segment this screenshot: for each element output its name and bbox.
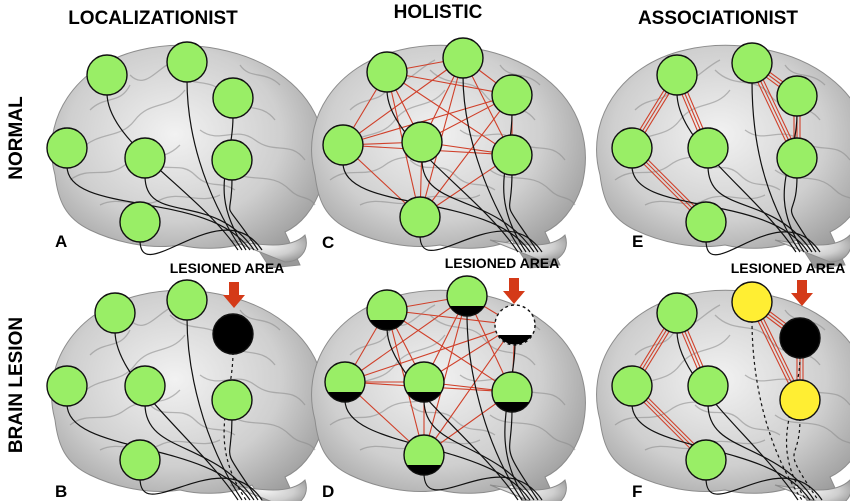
lesioned-node: [779, 317, 821, 359]
lesion-arrow-B: [223, 282, 245, 308]
healthy-node: [442, 37, 484, 79]
column-title-localizationist: LOCALIZATIONIST: [68, 8, 238, 29]
output-fiber: [705, 231, 821, 256]
holistic-connection: [386, 309, 516, 326]
lesioned-area-label-F: LESIONED AREA: [731, 260, 846, 276]
output-fiber: [229, 417, 259, 501]
holistic-connection: [423, 295, 468, 456]
panel-letter-F: F: [632, 482, 642, 501]
healthy-node: [124, 365, 166, 407]
healthy-node: [611, 365, 653, 407]
healthy-node: [687, 127, 729, 169]
healthy-node: [399, 196, 441, 238]
output-fiber: [707, 403, 815, 501]
output-fiber: [139, 229, 263, 255]
output-fiber: [705, 477, 823, 501]
output-fiber: [462, 75, 523, 253]
output-fiber: [144, 403, 255, 501]
healthy-node: [685, 439, 727, 481]
holistic-connection: [386, 71, 513, 96]
panel-letter-D: D: [322, 482, 334, 501]
healthy-node: [401, 121, 443, 163]
holistic-connection: [419, 94, 513, 218]
panel-letter-C: C: [322, 233, 334, 252]
output-fiber: [509, 409, 539, 501]
healthy-node: [166, 41, 208, 83]
lesion-arrow-D: [503, 278, 525, 304]
output-fiber: [509, 172, 539, 253]
healthy-node: [211, 379, 253, 421]
disconnected-node: [779, 379, 821, 421]
disconnected-node: [731, 281, 773, 323]
lesioned-node: [212, 313, 254, 355]
output-fiber: [139, 477, 263, 501]
output-fiber: [751, 80, 801, 253]
output-fiber: [419, 230, 543, 253]
deficit-bar: [495, 402, 529, 412]
panel-letter-E: E: [632, 232, 643, 251]
healthy-node: [119, 439, 161, 481]
holistic-connection: [386, 309, 513, 393]
output-fiber: [790, 175, 817, 253]
output-fiber: [186, 79, 243, 251]
brain-B: [51, 289, 326, 501]
healthy-node: [611, 127, 653, 169]
holistic-connection: [344, 295, 468, 383]
column-title-associationist: ASSOCIATIONIST: [638, 8, 798, 29]
healthy-node: [94, 292, 136, 334]
output-fiber: [423, 472, 543, 501]
healthy-node: [166, 279, 208, 321]
healthy-node: [687, 365, 729, 407]
output-fiber: [676, 92, 797, 253]
deficit-bar: [328, 392, 362, 402]
panel-letter-B: B: [55, 482, 67, 501]
deficit-bar: [370, 320, 404, 330]
healthy-node: [46, 365, 88, 407]
healthy-node: [322, 124, 364, 166]
holistic-connection: [344, 324, 516, 383]
healthy-node: [656, 54, 698, 96]
healthy-node: [491, 74, 533, 116]
column-title-holistic: HOLISTIC: [394, 2, 483, 23]
holistic-connection: [342, 57, 464, 146]
healthy-node: [776, 137, 818, 179]
deficit-bar: [407, 392, 441, 402]
deficit-bar: [498, 335, 532, 345]
output-fiber: [793, 417, 819, 501]
healthy-node: [119, 201, 161, 243]
deficit-bar: [407, 465, 441, 475]
holistic-connection: [342, 94, 513, 146]
healthy-node: [124, 137, 166, 179]
deficit-bar: [450, 306, 484, 316]
lesion-arrow-F: [791, 280, 813, 306]
output-fiber: [423, 399, 535, 501]
healthy-node: [491, 134, 533, 176]
output-fiber: [229, 177, 259, 251]
panel-letter-A: A: [55, 232, 67, 251]
healthy-node: [366, 51, 408, 93]
healthy-node: [776, 75, 818, 117]
healthy-node: [731, 42, 773, 84]
healthy-node: [212, 77, 254, 119]
output-fiber: [386, 89, 519, 253]
healthy-node: [211, 139, 253, 181]
healthy-node: [656, 292, 698, 334]
healthy-node: [86, 54, 128, 96]
row-label-normal: NORMAL: [6, 96, 27, 180]
healthy-node: [46, 127, 88, 169]
lesioned-area-label-B: LESIONED AREA: [170, 260, 285, 276]
lesioned-area-label-D: LESIONED AREA: [445, 255, 560, 271]
row-label-brain-lesion: BRAIN LESION: [6, 317, 27, 453]
healthy-node: [685, 201, 727, 243]
